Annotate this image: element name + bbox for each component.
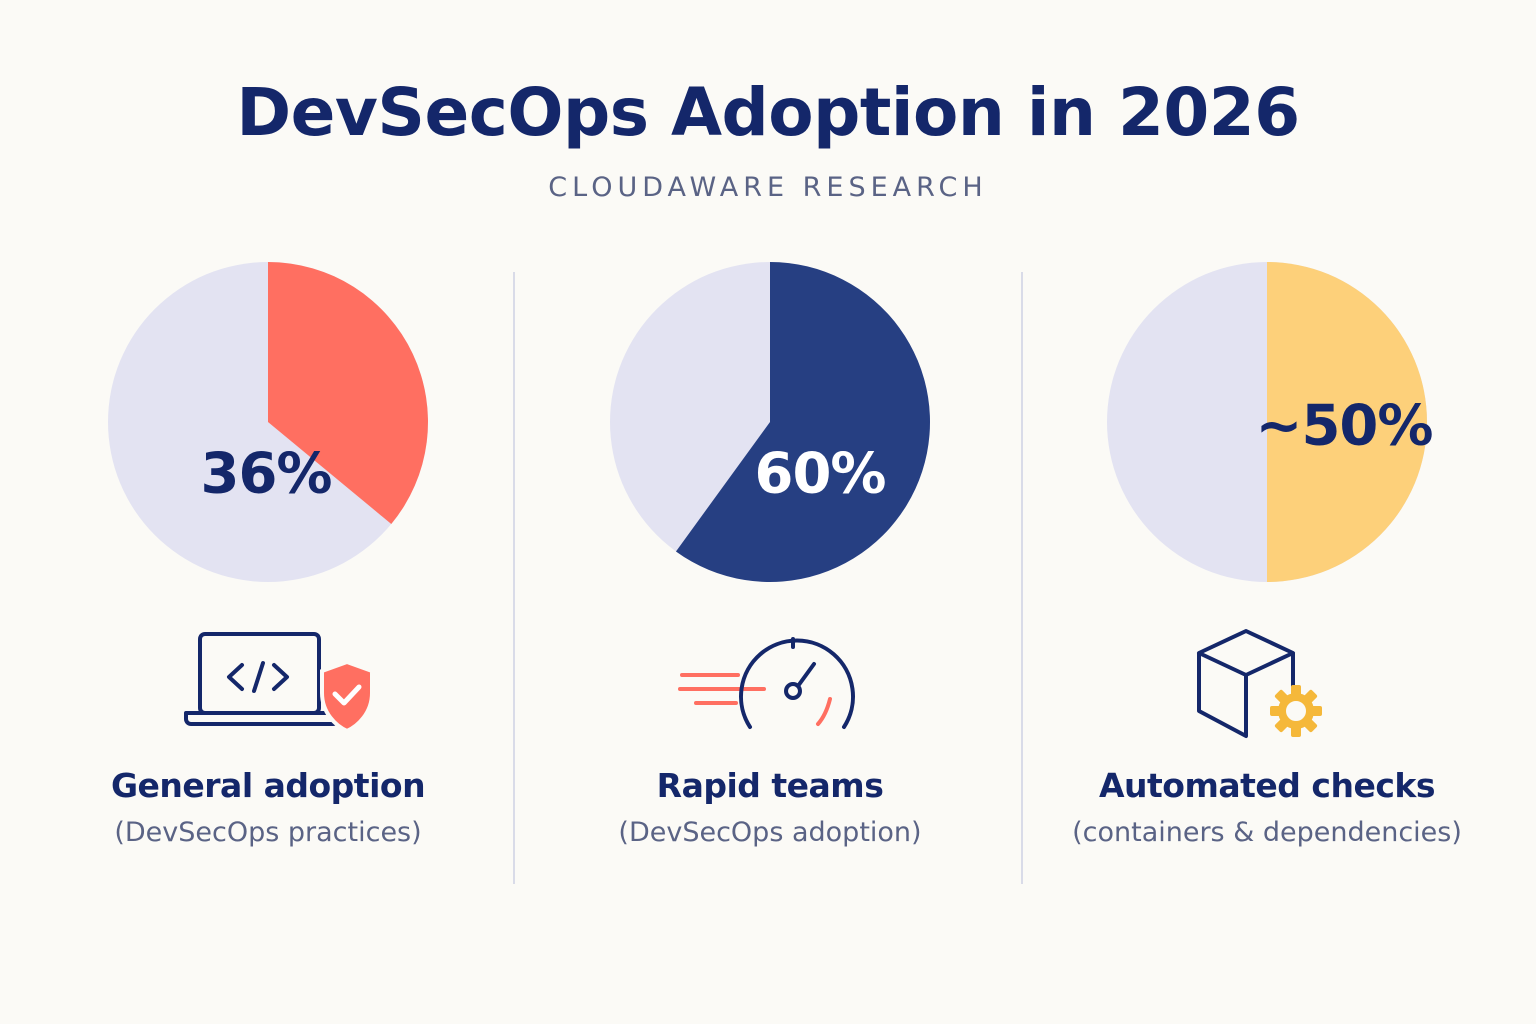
stat-panel-rapid-teams: 60% Rapid teams (DevSecOps adoption) [518,255,1022,895]
speedometer-icon [518,627,1022,747]
stat-panel-automated-checks: ~50% Automat [1015,255,1519,895]
pie-value-slice [1267,262,1427,582]
stat-sublabel: (DevSecOps adoption) [618,817,922,848]
stat-panel-general-adoption: 36% General adoption (DevSecOps practice… [16,255,520,895]
pie-chart-general-adoption [108,262,428,582]
pie-value-slice [268,262,428,524]
stat-label: General adoption [110,766,426,805]
laptop-code-shield-icon [16,627,520,747]
stat-sublabel: (DevSecOps practices) [114,817,422,848]
page-title: DevSecOps Adoption in 2026 [236,74,1300,151]
pie-value-label: 60% [754,441,886,507]
stat-label: Automated checks [1099,766,1436,805]
stat-label: Rapid teams [656,766,884,805]
pie-value-slice [675,262,930,582]
page-subtitle: CLOUDAWARE RESEARCH [548,172,988,203]
pie-value-label: ~50% [1255,393,1434,459]
pie-value-label: 36% [200,441,332,507]
divider-right [1021,272,1023,884]
divider-left [513,272,515,884]
pie-chart-automated-checks [1107,262,1427,582]
stat-sublabel: (containers & dependencies) [1072,817,1462,848]
pie-chart-rapid-teams [610,262,930,582]
box-gear-icon [1015,627,1519,747]
